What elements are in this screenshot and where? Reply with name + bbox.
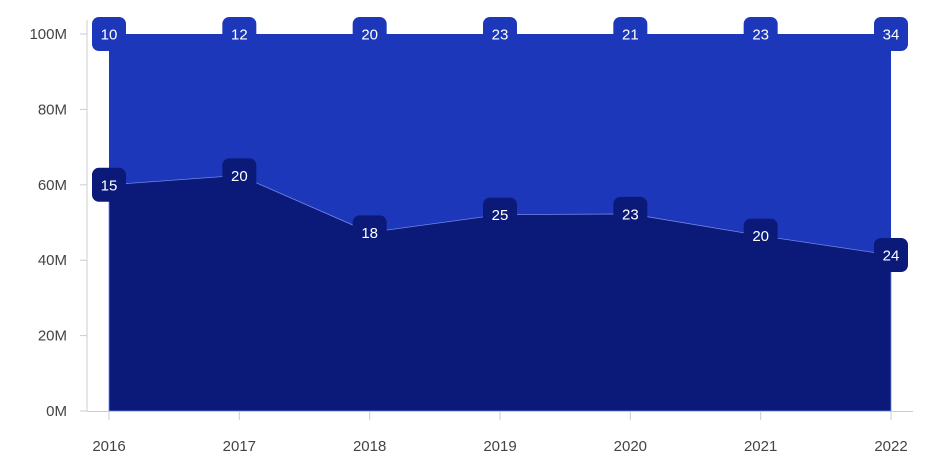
data-label-value: 23 — [752, 27, 769, 44]
y-tick-label: 40M — [38, 252, 67, 269]
x-tick-label: 2018 — [353, 438, 386, 455]
data-label-value: 23 — [622, 206, 639, 223]
x-tick-label: 2022 — [874, 438, 907, 455]
data-label-bg — [222, 158, 257, 193]
data-label-s2-2018: 20 — [352, 17, 387, 51]
data-label-bg — [483, 197, 517, 232]
plot-areas — [108, 34, 892, 412]
y-axis-ticks: 0M 20M 40M 60M 80M 100M — [29, 26, 87, 420]
x-tick-label: 2020 — [614, 438, 647, 455]
data-label-value: 25 — [492, 207, 509, 224]
data-label-s1-2016: 15 — [92, 167, 126, 202]
x-tick-label: 2021 — [744, 438, 777, 455]
y-tick-label: 80M — [38, 101, 67, 118]
data-label-bg — [222, 17, 257, 51]
data-label-s1-2022: 24 — [874, 238, 908, 272]
data-label-s1-2017: 20 — [222, 158, 257, 193]
data-label-bg — [352, 215, 387, 250]
data-label-value: 24 — [883, 248, 900, 265]
data-label-value: 15 — [101, 177, 118, 194]
data-label-bg — [613, 17, 648, 51]
y-tick-label: 60M — [38, 177, 67, 194]
data-label-value: 18 — [361, 225, 378, 242]
data-label-s1-2020: 23 — [613, 196, 648, 231]
y-tick-label: 20M — [38, 328, 67, 345]
data-label-bg — [743, 17, 778, 51]
y-tick-label: 0M — [46, 403, 67, 420]
data-label-bg — [874, 238, 908, 272]
y-tick-label: 100M — [29, 26, 67, 43]
data-label-s1-2021: 20 — [743, 218, 778, 253]
x-tick-label: 2019 — [483, 438, 516, 455]
data-label-bg — [874, 17, 908, 51]
data-label-s2-2016: 10 — [92, 17, 126, 51]
data-label-value: 20 — [752, 228, 769, 245]
data-label-value: 20 — [361, 27, 378, 44]
data-label-value: 23 — [492, 27, 509, 44]
data-label-s1-2019: 25 — [483, 197, 517, 232]
data-labels: 15 20 18 25 23 20 24 10 12 20 23 21 23 34 — [92, 17, 908, 272]
data-label-s2-2021: 23 — [743, 17, 778, 51]
data-label-value: 10 — [101, 27, 118, 44]
data-label-value: 21 — [622, 27, 639, 44]
data-label-s2-2017: 12 — [222, 17, 257, 51]
data-label-bg — [483, 17, 517, 51]
data-label-bg — [352, 17, 387, 51]
data-label-s2-2019: 23 — [483, 17, 517, 51]
data-label-bg — [92, 17, 126, 51]
data-label-value: 20 — [231, 168, 248, 185]
data-label-s2-2020: 21 — [613, 17, 648, 51]
data-label-s1-2018: 18 — [352, 215, 387, 250]
data-label-value: 34 — [883, 27, 900, 44]
data-label-bg — [92, 167, 126, 202]
x-tick-label: 2017 — [223, 438, 256, 455]
data-label-s2-2022: 34 — [874, 17, 908, 51]
x-tick-label: 2016 — [92, 438, 125, 455]
data-label-bg — [613, 196, 648, 231]
data-label-bg — [743, 218, 778, 253]
data-label-value: 12 — [231, 27, 248, 44]
area-series-2[interactable] — [109, 34, 891, 255]
x-axis-ticks: 2016 2017 2018 2019 2020 2021 2022 — [92, 411, 908, 455]
